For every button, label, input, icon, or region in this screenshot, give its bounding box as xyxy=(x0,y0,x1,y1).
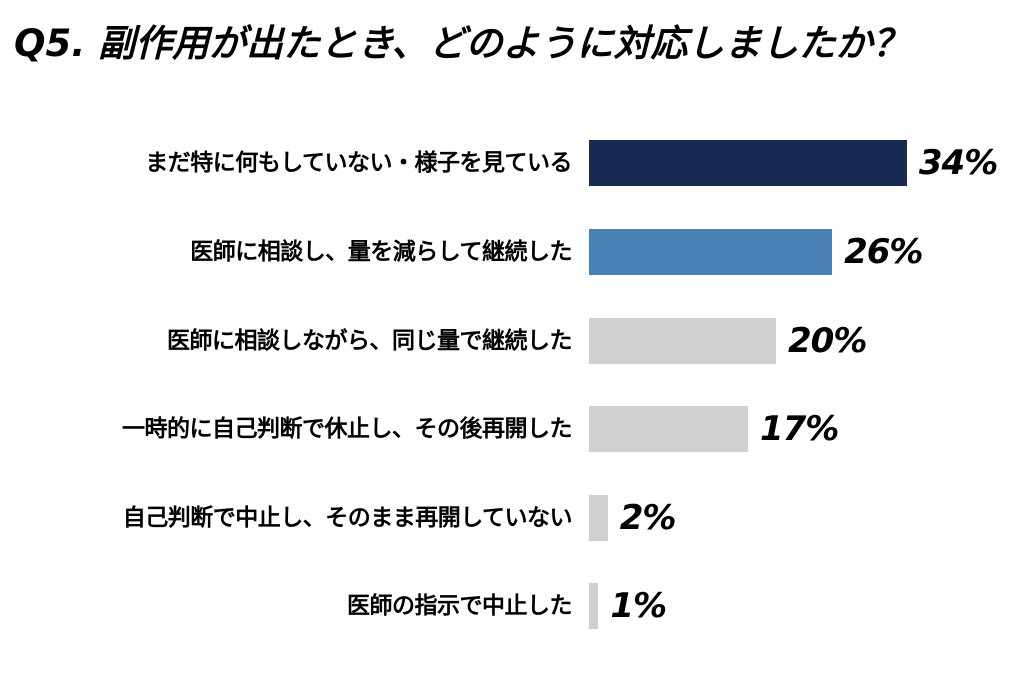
category-label: 医師の指示で中止した xyxy=(347,593,573,619)
bar-row: 一時的に自己判断で休止し、その後再開した 17% xyxy=(0,406,1024,452)
value-label: 2% xyxy=(619,498,677,538)
category-label: 医師に相談しながら、同じ量で継続した xyxy=(167,328,573,354)
category-label: 一時的に自己判断で休止し、その後再開した xyxy=(122,416,573,442)
bar xyxy=(589,318,776,364)
bar xyxy=(589,140,907,186)
value-label: 17% xyxy=(759,409,839,449)
value-label: 1% xyxy=(610,586,667,626)
category-label: まだ特に何もしていない・様子を見ている xyxy=(145,150,572,176)
chart-title: Q5. 副作用が出たとき、どのように対応しましたか？ xyxy=(14,22,910,65)
bar-row: 医師に相談しながら、同じ量で継続した 20% xyxy=(0,318,1024,364)
value-label: 26% xyxy=(844,232,923,272)
value-label: 34% xyxy=(918,143,998,183)
bar-row: まだ特に何もしていない・様子を見ている 34% xyxy=(0,140,1024,186)
bar xyxy=(589,406,748,452)
category-label: 自己判断で中止し、そのまま再開していない xyxy=(122,505,573,531)
bar-row: 自己判断で中止し、そのまま再開していない 2% xyxy=(0,495,1024,541)
bar-row: 医師の指示で中止した 1% xyxy=(0,583,1024,629)
bar xyxy=(589,583,599,629)
bar xyxy=(589,495,608,541)
category-label: 医師に相談し、量を減らして継続した xyxy=(190,239,572,265)
value-label: 20% xyxy=(788,321,867,361)
bar xyxy=(589,229,833,275)
bar-row: 医師に相談し、量を減らして継続した 26% xyxy=(0,229,1024,275)
